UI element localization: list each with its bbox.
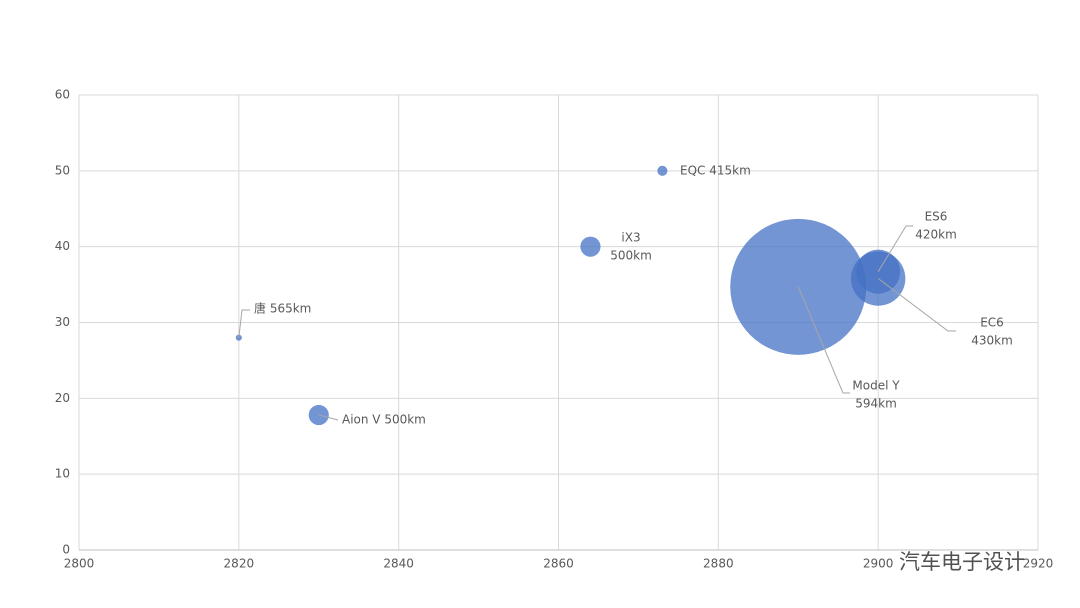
x-tick-label: 2880 — [703, 557, 734, 571]
y-tick-label: 20 — [55, 391, 70, 405]
data-label: iX3 — [621, 231, 640, 245]
watermark: 汽车电子设计 — [899, 550, 1025, 574]
data-label: 500km — [610, 249, 652, 263]
leader-line — [318, 414, 339, 421]
x-tick-label: 2800 — [64, 557, 95, 571]
data-label: 唐 565km — [254, 301, 311, 316]
data-label: EQC 415km — [680, 164, 751, 178]
bubble — [657, 165, 668, 176]
x-tick-label: 2860 — [543, 557, 574, 571]
y-tick-label: 30 — [55, 315, 70, 329]
x-tick-label: 2820 — [224, 557, 255, 571]
leader-line — [877, 225, 913, 272]
y-tick-label: 40 — [55, 239, 70, 253]
y-tick-label: 10 — [55, 467, 70, 481]
y-tick-label: 50 — [55, 163, 70, 177]
y-tick-label: 0 — [62, 543, 70, 557]
data-label: 430km — [971, 334, 1013, 348]
leader-line — [797, 286, 850, 394]
x-tick-label: 2840 — [383, 557, 414, 571]
leader-line — [238, 309, 250, 338]
data-label: ES6 — [925, 210, 948, 224]
y-tick-label: 60 — [55, 88, 70, 102]
x-tick-label: 2920 — [1023, 557, 1054, 571]
leader-line — [877, 278, 956, 332]
data-label: Aion V 500km — [342, 413, 426, 427]
data-label: Model Y — [852, 379, 900, 393]
data-label: 594km — [855, 397, 897, 411]
data-label: 420km — [915, 228, 957, 242]
bubble — [580, 236, 601, 257]
x-tick-label: 2900 — [863, 557, 894, 571]
data-label: EC6 — [980, 316, 1004, 330]
